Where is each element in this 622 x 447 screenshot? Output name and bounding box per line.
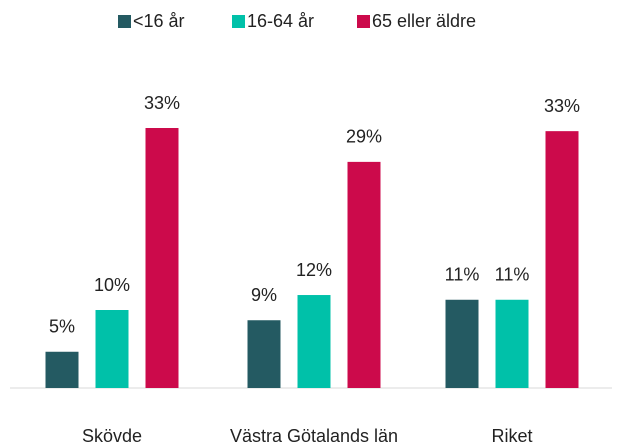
data-label: 5% xyxy=(49,317,75,337)
data-label: 10% xyxy=(94,275,130,295)
bar xyxy=(445,299,479,388)
legend-swatch xyxy=(357,15,370,28)
legend-swatch xyxy=(118,15,131,28)
legend-label: 65 eller äldre xyxy=(372,11,476,31)
data-label: 29% xyxy=(346,127,382,147)
bar xyxy=(347,161,381,388)
data-label: 12% xyxy=(296,260,332,280)
bar xyxy=(297,295,331,388)
x-tick-label: Skövde xyxy=(82,426,142,446)
bar xyxy=(145,128,179,388)
data-label: 11% xyxy=(445,265,480,285)
legend-swatch xyxy=(232,15,245,28)
bar xyxy=(247,320,281,388)
data-label: 11% xyxy=(495,265,530,285)
bar xyxy=(545,131,579,388)
x-tick-label: Riket xyxy=(491,426,532,446)
data-label: 9% xyxy=(251,285,277,305)
data-label: 33% xyxy=(544,96,580,116)
bar xyxy=(45,351,79,388)
legend-label: 16-64 år xyxy=(247,11,314,31)
bar xyxy=(95,310,129,388)
data-label: 33% xyxy=(144,93,180,113)
legend-label: <16 år xyxy=(133,11,185,31)
bar xyxy=(495,299,529,388)
x-tick-label: Västra Götalands län xyxy=(230,426,398,446)
